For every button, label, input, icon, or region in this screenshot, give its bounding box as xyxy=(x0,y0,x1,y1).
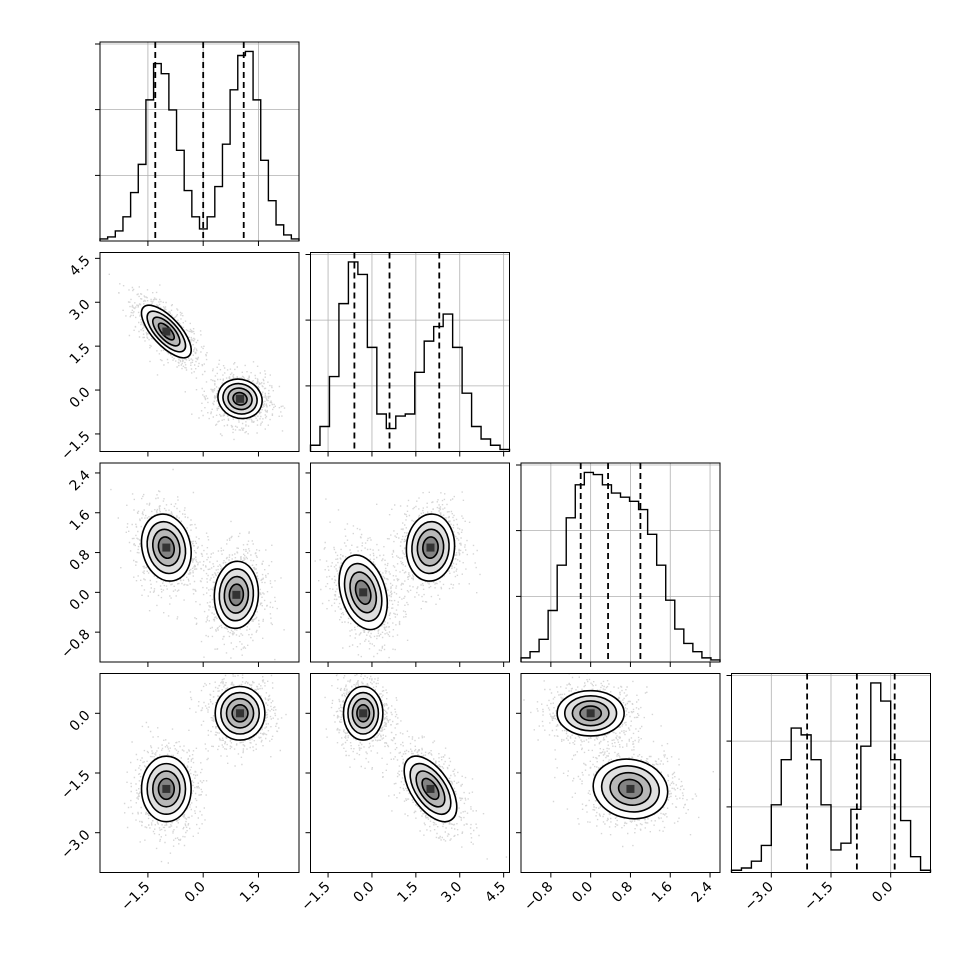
marginal-panel-3 xyxy=(726,673,932,878)
x-tick-label: 2.4 xyxy=(689,879,716,906)
panel-background xyxy=(100,252,299,452)
pair-panel-1-2 xyxy=(305,462,510,667)
panel-frame xyxy=(99,41,300,242)
x-tick-label: 1.5 xyxy=(394,879,421,906)
x-tick-label: −1.5 xyxy=(298,879,333,914)
density-peak xyxy=(162,784,171,793)
y-tick-label: −0.8 xyxy=(58,626,93,661)
x-tick-label: −0.8 xyxy=(521,879,556,914)
pair-panel-1-3 xyxy=(305,673,510,878)
y-tick-label: 0.0 xyxy=(67,384,94,411)
density-peak xyxy=(162,327,171,336)
panel-background xyxy=(100,463,299,662)
pair-panel-0-3 xyxy=(95,673,300,878)
density-peak xyxy=(162,543,171,552)
x-tick-label: 0.0 xyxy=(569,879,596,906)
y-tick-label: 1.6 xyxy=(67,507,94,534)
density-peak xyxy=(359,588,368,597)
x-tick-label: 1.5 xyxy=(237,879,264,906)
y-tick-label: 0.0 xyxy=(67,587,94,614)
pair-panel-0-1 xyxy=(95,252,300,457)
density-peak xyxy=(426,784,435,793)
y-tick-label: −1.5 xyxy=(58,428,93,463)
x-tick-label: −1.5 xyxy=(118,879,153,914)
panel-frame xyxy=(310,462,510,663)
density-peak xyxy=(626,784,635,793)
x-tick-label: 1.6 xyxy=(649,879,676,906)
density-peak xyxy=(232,590,241,599)
marginal-panel-0 xyxy=(95,41,300,246)
y-tick-label: 2.4 xyxy=(67,467,94,494)
marginal-panel-1 xyxy=(305,252,511,457)
panel-background xyxy=(310,252,510,452)
y-tick-label: 4.5 xyxy=(67,253,94,280)
panel-background xyxy=(100,42,299,241)
marginal-panel-2 xyxy=(516,462,721,667)
x-tick-label: 4.5 xyxy=(482,879,509,906)
panel-frame xyxy=(520,462,721,663)
density-peak xyxy=(236,709,245,718)
pair-panel-2-3 xyxy=(516,673,721,878)
histogram-line xyxy=(99,50,300,241)
x-tick-label: 0.0 xyxy=(351,879,378,906)
y-tick-label: 3.0 xyxy=(67,297,94,324)
x-tick-label: −1.5 xyxy=(801,879,836,914)
y-tick-label: −1.5 xyxy=(58,767,93,802)
panel-background xyxy=(100,673,299,873)
x-tick-label: 0.0 xyxy=(182,879,209,906)
panel-frame xyxy=(99,252,300,452)
y-tick-label: 0.8 xyxy=(67,547,94,574)
y-tick-label: −3.0 xyxy=(58,827,93,862)
density-peak xyxy=(236,394,245,403)
x-tick-label: 3.0 xyxy=(438,879,465,906)
pair-panel-0-2 xyxy=(95,462,300,667)
density-peak xyxy=(586,709,595,718)
x-tick-label: −3.0 xyxy=(742,879,777,914)
y-tick-label: 1.5 xyxy=(67,340,94,367)
panel-frame xyxy=(99,462,300,663)
panel-frame xyxy=(310,252,510,452)
histogram-line xyxy=(309,261,511,452)
y-tick-label: 0.0 xyxy=(67,708,94,735)
histogram-line xyxy=(520,471,721,662)
x-tick-label: 0.0 xyxy=(869,879,896,906)
x-tick-label: 0.8 xyxy=(609,879,636,906)
density-peak xyxy=(359,709,368,718)
histogram-line xyxy=(730,682,932,873)
density-peak xyxy=(426,543,435,552)
